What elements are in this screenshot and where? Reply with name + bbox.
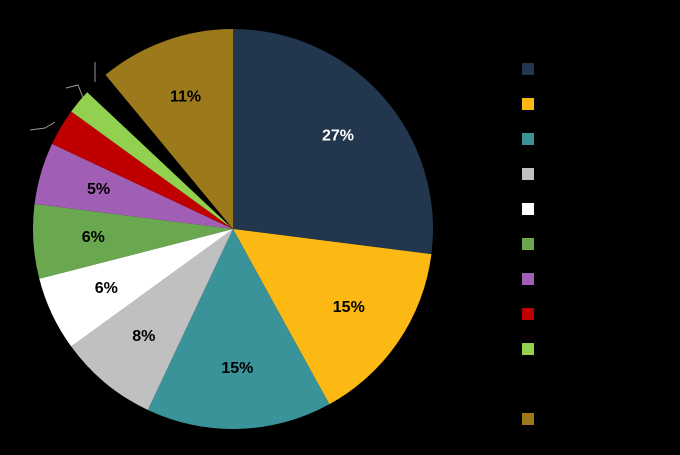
pie-slice	[52, 111, 233, 229]
data-label: 5%	[87, 181, 110, 198]
legend-swatch	[522, 238, 534, 250]
data-label: 15%	[333, 299, 365, 316]
data-label: 6%	[95, 280, 118, 297]
leader-line	[29, 121, 56, 131]
pie-slice	[71, 229, 234, 410]
legend-swatch	[522, 378, 534, 390]
legend-swatch	[522, 308, 534, 320]
legend-swatch	[522, 63, 534, 75]
data-label: 6%	[82, 229, 105, 246]
pie-slice	[34, 143, 234, 229]
pie-slice	[233, 229, 432, 405]
leader-lines	[29, 62, 96, 131]
pie-slice	[87, 74, 234, 229]
legend-swatch	[522, 203, 534, 215]
data-label: 8%	[132, 328, 155, 345]
leader-line	[65, 84, 85, 101]
legend-swatch	[522, 273, 534, 285]
legend-swatch	[522, 413, 534, 425]
legend-swatch	[522, 343, 534, 355]
data-label: 27%	[322, 128, 354, 145]
legend-swatch	[522, 133, 534, 145]
pie-slice	[71, 92, 234, 229]
legend-swatch	[522, 98, 534, 110]
pie-slice	[147, 229, 330, 429]
pie-slice	[105, 28, 233, 229]
pie-slice	[33, 203, 233, 279]
legend-swatch	[522, 168, 534, 180]
pie-slice	[39, 229, 233, 347]
pie-slice	[233, 29, 433, 255]
data-label: 15%	[221, 360, 253, 377]
data-label: 11%	[170, 88, 201, 105]
